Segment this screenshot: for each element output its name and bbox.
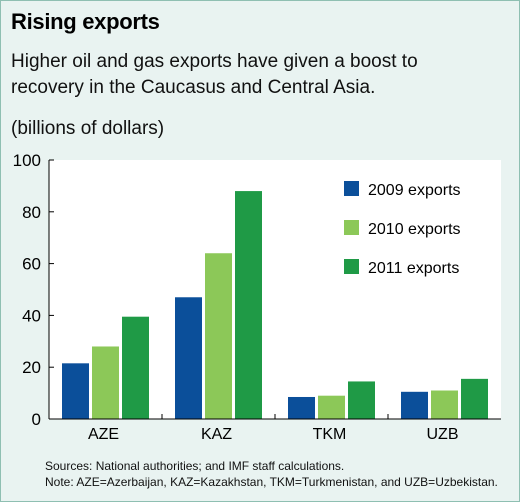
bar xyxy=(175,297,202,419)
y-tick-label: 60 xyxy=(22,255,41,274)
bar xyxy=(62,363,89,419)
chart-subtitle: Higher oil and gas exports have given a … xyxy=(11,51,418,98)
bar xyxy=(205,253,232,419)
bar xyxy=(318,395,345,419)
bar xyxy=(92,346,119,419)
y-tick-label: 0 xyxy=(32,410,41,429)
legend-swatch xyxy=(344,181,359,196)
bar xyxy=(122,316,149,419)
unit-label: (billions of dollars) xyxy=(11,118,165,139)
chart-title: Rising exports xyxy=(11,9,160,34)
x-tick-label: UZB xyxy=(427,426,459,443)
y-tick-label: 40 xyxy=(22,306,41,325)
bar xyxy=(431,390,458,419)
y-tick-label: 20 xyxy=(22,358,41,377)
legend-label: 2011 exports xyxy=(368,260,459,277)
legend-swatch xyxy=(344,220,359,235)
abbreviations-note: Note: AZE=Azerbaijan, KAZ=Kazakhstan, TK… xyxy=(45,475,498,489)
y-tick-label: 80 xyxy=(22,203,41,222)
bar xyxy=(461,378,488,419)
sources-note: Sources: National authorities; and IMF s… xyxy=(45,459,345,473)
bar xyxy=(235,191,262,419)
y-tick-label: 100 xyxy=(13,151,41,170)
x-tick-label: TKM xyxy=(313,426,347,443)
legend-label: 2009 exports xyxy=(368,182,461,199)
legend-label: 2010 exports xyxy=(368,221,461,238)
bar xyxy=(401,391,428,419)
bar xyxy=(348,381,375,419)
legend-swatch xyxy=(344,259,359,274)
x-tick-label: KAZ xyxy=(201,426,232,443)
chart-notes: Sources: National authorities; and IMF s… xyxy=(45,458,498,490)
bar xyxy=(288,396,315,419)
x-tick-label: AZE xyxy=(88,426,119,443)
